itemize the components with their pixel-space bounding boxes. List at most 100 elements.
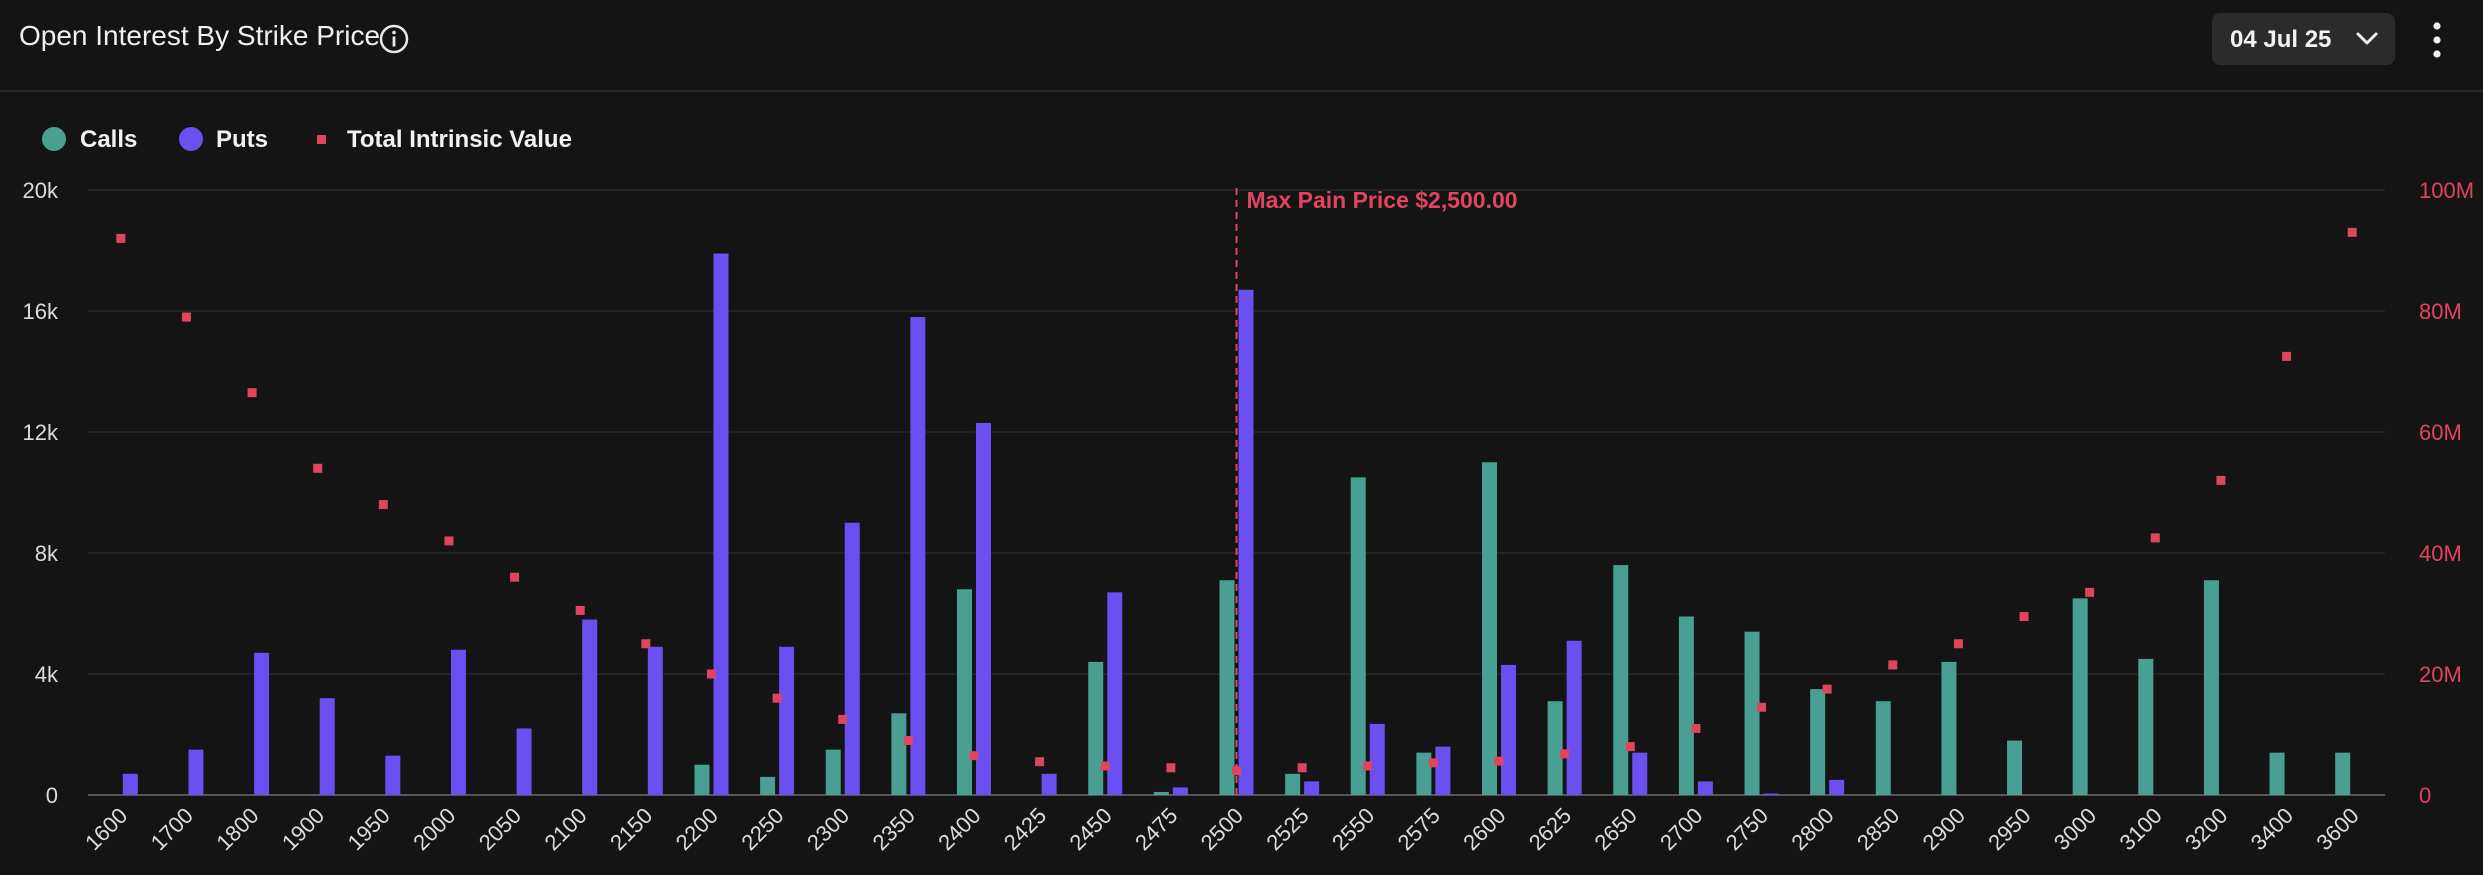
y-right-tick-label: 100M (2419, 178, 2474, 203)
intrinsic-value-point (1757, 702, 1767, 712)
puts-bar (1763, 793, 1779, 795)
intrinsic-value-point (1035, 757, 1045, 767)
calls-bar (2203, 580, 2219, 795)
puts-bar (713, 253, 729, 795)
x-tick-label: 2100 (539, 803, 591, 855)
page-title: Open Interest By Strike Price (19, 20, 381, 51)
chevron-down-icon (2356, 32, 2378, 45)
x-tick-label: 3400 (2246, 803, 2298, 855)
puts-bar (1041, 773, 1057, 795)
intrinsic-swatch-icon (317, 135, 326, 144)
puts-bar (1501, 664, 1517, 795)
calls-bar (2007, 740, 2023, 795)
intrinsic-value-point (247, 388, 257, 398)
intrinsic-value-point (2085, 587, 2095, 597)
x-tick-label: 2525 (1261, 803, 1313, 855)
legend-label-puts: Puts (216, 126, 269, 153)
intrinsic-value-point (116, 233, 126, 243)
info-icon[interactable] (377, 22, 411, 56)
puts-bar (647, 646, 663, 795)
x-tick-label: 2475 (1130, 803, 1182, 855)
calls-bar (1875, 701, 1891, 795)
x-tick-label: 2000 (408, 803, 460, 855)
x-tick-label: 2425 (999, 803, 1051, 855)
calls-bar (1088, 661, 1104, 795)
intrinsic-value-point (772, 693, 782, 703)
puts-bar (1172, 787, 1188, 795)
x-tick-label: 2900 (1918, 803, 1970, 855)
x-tick-label: 2400 (933, 803, 985, 855)
intrinsic-value-point (1822, 684, 1832, 694)
puts-bar (254, 652, 270, 795)
x-tick-label: 1700 (146, 803, 198, 855)
puts-bar (319, 698, 335, 795)
legend-label-calls: Calls (80, 126, 138, 153)
calls-bar (694, 764, 710, 795)
intrinsic-value-point (2216, 475, 2226, 485)
calls-bar (891, 713, 907, 795)
intrinsic-value-point (1363, 761, 1373, 771)
date-select-label: 04 Jul 25 (2230, 26, 2332, 53)
intrinsic-value-point (1297, 763, 1307, 773)
intrinsic-value-point (510, 572, 520, 582)
calls-bar (1810, 689, 1826, 795)
y-left-tick-label: 12k (23, 420, 59, 445)
intrinsic-value-point (706, 669, 716, 679)
intrinsic-value-point (1428, 758, 1438, 768)
x-tick-label: 2350 (868, 803, 920, 855)
x-tick-label: 3000 (2049, 803, 2101, 855)
x-tick-label: 3200 (2180, 803, 2232, 855)
x-tick-label: 2575 (1393, 803, 1445, 855)
puts-bar (188, 749, 204, 795)
intrinsic-value-point (1888, 660, 1898, 670)
calls-bar (1350, 477, 1366, 795)
calls-bar (1219, 580, 1235, 795)
calls-bar (2138, 658, 2154, 795)
y-right-tick-label: 60M (2419, 420, 2462, 445)
intrinsic-value-point (1100, 761, 1110, 771)
puts-bar (516, 728, 532, 795)
more-vertical-icon[interactable] (2430, 20, 2444, 60)
intrinsic-value-point (313, 463, 323, 473)
x-tick-label: 2250 (736, 803, 788, 855)
y-left-tick-label: 0 (46, 783, 58, 808)
puts-bar (582, 619, 598, 795)
calls-bar (1678, 616, 1694, 795)
x-tick-label: 1950 (343, 803, 395, 855)
puts-bar (1238, 289, 1254, 795)
x-tick-label: 1800 (211, 803, 263, 855)
puts-bar (1304, 781, 1320, 795)
intrinsic-value-point (1494, 756, 1504, 766)
intrinsic-value-point (838, 714, 848, 724)
x-tick-label: 1900 (277, 803, 329, 855)
x-tick-label: 2700 (1655, 803, 1707, 855)
x-tick-label: 2550 (1327, 803, 1379, 855)
x-tick-label: 2050 (474, 803, 526, 855)
x-tick-label: 2950 (1983, 803, 2035, 855)
x-tick-label: 2600 (1458, 803, 1510, 855)
x-tick-label: 2750 (1721, 803, 1773, 855)
calls-bar (760, 776, 776, 795)
puts-bar (1566, 640, 1582, 795)
date-select-button[interactable]: 04 Jul 25 (2212, 13, 2395, 65)
puts-bar (450, 649, 466, 795)
calls-bar (825, 749, 841, 795)
intrinsic-value-point (969, 751, 979, 761)
max-pain-label: Max Pain Price $2,500.00 (1247, 187, 1518, 213)
intrinsic-value-point (1953, 639, 1963, 649)
calls-bar (2072, 598, 2088, 795)
puts-bar (844, 522, 860, 795)
calls-bar (1941, 661, 1957, 795)
intrinsic-value-point (1625, 742, 1635, 752)
intrinsic-value-point (641, 639, 651, 649)
calls-bar (956, 589, 972, 795)
intrinsic-value-point (1691, 723, 1701, 733)
puts-bar (1632, 752, 1648, 795)
x-tick-label: 2300 (802, 803, 854, 855)
intrinsic-value-point (1560, 749, 1570, 759)
calls-bar (1285, 773, 1301, 795)
calls-bar (1416, 752, 1432, 795)
puts-bar (1829, 779, 1845, 795)
y-left-tick-label: 8k (35, 541, 59, 566)
